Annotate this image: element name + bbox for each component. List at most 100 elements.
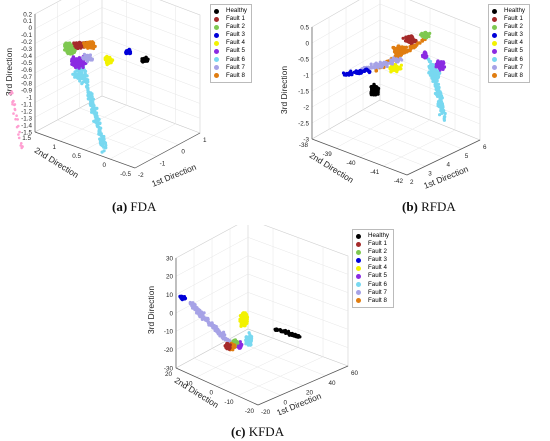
legend-marker <box>356 233 361 239</box>
scatter-point-fault-1 <box>413 40 417 44</box>
legend-marker <box>492 57 497 63</box>
legend-label: Fault 4 <box>226 39 245 47</box>
legend-label: Fault 1 <box>226 15 245 23</box>
scatter-point-fault-3 <box>178 294 182 299</box>
scatter-point-fault-6 <box>90 93 94 97</box>
scatter-point-fault-8 <box>406 48 410 52</box>
scatter-point-fault-6 <box>103 140 107 144</box>
scatter-point-fault-7 <box>378 60 382 64</box>
legend-marker <box>214 8 219 14</box>
legend-c: Healthy Fault 1 Fault 2 Fault 3 Fault 4 Fault… <box>352 229 394 308</box>
legend-marker <box>492 65 497 71</box>
chart-a-plot: 0.20.10-0.1-0.2-0.3-0.4-0.5-0.6-0.7-0.8-… <box>4 0 207 189</box>
scatter-point-healthy <box>293 333 297 338</box>
scatter-point-fault-8 <box>394 46 398 51</box>
scatter-point-fault-6 <box>88 102 92 106</box>
legend-marker <box>356 282 361 288</box>
z-tick-label: -0.2 <box>21 39 32 46</box>
scatter-point-fault-6 <box>442 118 446 122</box>
grid-line <box>311 35 481 77</box>
scatter-point-fault-8 <box>408 45 412 49</box>
z-tick-label: -0.8 <box>21 81 32 88</box>
z-tick-label: -3 <box>303 136 309 143</box>
y-tick-label: 20 <box>165 371 173 378</box>
legend-marker <box>214 57 219 63</box>
legend-marker <box>214 32 219 38</box>
caption-b: (b) RFDA <box>402 199 456 215</box>
scatter-point-fault-6 <box>100 144 105 148</box>
scatter-point-fault-7 <box>195 306 199 310</box>
scatter-point-fault-5 <box>70 59 74 63</box>
scatter-point-healthy <box>278 328 282 332</box>
scatter-point-fault-2 <box>66 44 71 49</box>
scatter-point-fault-1 <box>409 41 413 45</box>
scatter-point-fault-3 <box>128 51 133 55</box>
scatter-point-fault-6 <box>429 64 433 68</box>
scatter-point-fault-5 <box>70 62 74 66</box>
scatter-point-fault-1 <box>407 39 411 44</box>
caption-c: (c) KFDA <box>231 424 284 440</box>
legend-label: Fault 4 <box>504 39 523 47</box>
scatter-point-healthy <box>143 57 148 61</box>
scatter-point-fault-6 <box>84 80 88 84</box>
scatter-point-fault-5 <box>422 54 426 58</box>
grid-line <box>311 51 481 93</box>
scatter-point-fault-6 <box>247 343 251 347</box>
legend-marker <box>492 49 497 55</box>
scatter-point-fault-6 <box>439 109 443 113</box>
scatter-point-fault-6 <box>438 113 442 117</box>
legend-marker <box>492 16 497 22</box>
caption-c-label: (c) <box>231 424 246 439</box>
legend-label: Fault 2 <box>504 23 523 31</box>
legend-marker <box>356 241 361 247</box>
scatter-point-fault-5 <box>82 62 86 66</box>
z-tick-label: -2 <box>303 104 309 111</box>
legend-marker <box>214 16 219 22</box>
scatter-point-healthy <box>369 91 373 96</box>
scatter-point-fault-3 <box>341 71 346 75</box>
x-axis-line <box>257 365 349 406</box>
scatter-point-fault-8 <box>394 50 398 54</box>
scatter-point-fault-6 <box>247 338 251 342</box>
x-tick-label: 3 <box>428 170 432 177</box>
scatter-point-fault-6 <box>91 100 95 104</box>
legend-label: Fault 6 <box>504 55 523 63</box>
scatter-point-fault-2 <box>423 33 427 37</box>
z-tick-label: -1 <box>303 72 309 79</box>
scatter-point-fault-2 <box>420 31 424 35</box>
scatter-point-fault-6 <box>97 132 101 136</box>
grid-line <box>311 19 481 61</box>
scatter-point-fault-7 <box>88 53 92 57</box>
scatter-point-fault-6 <box>435 69 439 73</box>
scatter-point-fault-7 <box>192 303 196 308</box>
x-tick-label: 0 <box>181 149 185 156</box>
scatter-point-fault-6 <box>91 104 95 108</box>
chart-panel-a: 0.2 0.1 0 -0.1 -0.2 -0.3 -0.4 -0.5 -0.6 -0.7 -0.8-… <box>0 0 275 190</box>
legend-entry: Fault 6 <box>492 56 525 64</box>
y-tick-label: -38 <box>299 142 309 149</box>
legend-label: Fault 6 <box>368 280 387 288</box>
y-tick-label: 0 <box>102 162 106 169</box>
grid-line <box>84 114 152 151</box>
scatter-point-fault-7 <box>223 337 227 341</box>
scatter-point-fault-6 <box>439 101 443 105</box>
y-axis-title: 2nd Direction <box>173 375 221 410</box>
legend-label: Fault 3 <box>504 31 523 39</box>
scatter-point-fault-6 <box>427 71 431 75</box>
x-tick-label: 4 <box>447 162 451 169</box>
scatter-point-fault-1 <box>404 39 408 43</box>
scatter-point-fault-6 <box>442 115 446 119</box>
x-tick-label: -20 <box>261 409 271 415</box>
scatter-point-fault-1 <box>72 41 76 45</box>
scatter-point-fault-7 <box>84 53 88 57</box>
scatter-point-fault-8 <box>231 343 235 348</box>
scatter-point-fault-1 <box>73 44 77 48</box>
scatter-point-fault-6 <box>86 88 90 92</box>
scatter-point-fault-2 <box>64 41 68 45</box>
caption-c-text: KFDA <box>248 424 285 439</box>
chart-b-plot: 0.5 0 -0.5 -1 -1.5 -2 -2.5 -3 -42 -41 -40 -39 -38 2 3 4… <box>279 0 487 191</box>
scatter-point-fault-6 <box>436 87 440 91</box>
legend-entry: Fault 3 <box>214 31 247 39</box>
z-tick-label: -0.5 <box>298 56 309 63</box>
scatter-point-fault-6 <box>428 66 432 70</box>
